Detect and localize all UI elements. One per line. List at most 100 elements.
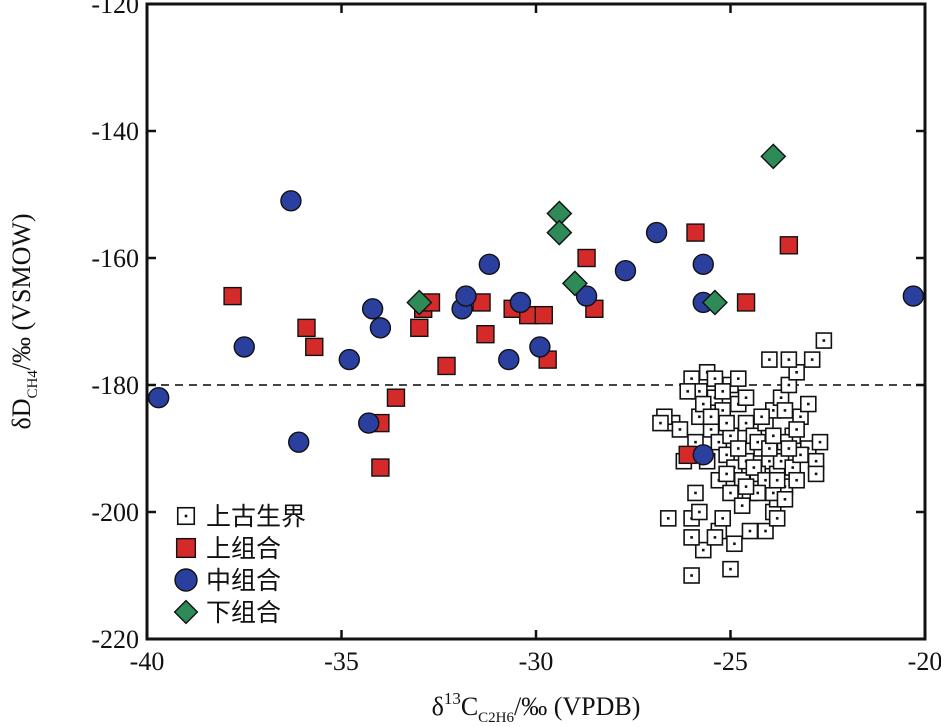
marker-dot <box>694 491 697 495</box>
paleozoic-point <box>652 414 669 432</box>
legend-label: 中组合 <box>206 566 281 595</box>
middle-assemblage-point <box>575 285 598 307</box>
paleozoic-point <box>687 484 704 502</box>
marker-dot <box>698 510 701 514</box>
marker-dot <box>775 517 779 520</box>
paleozoic-point <box>694 541 712 559</box>
y-tick-label: -160 <box>91 244 139 273</box>
middle-assemblage-point <box>645 221 668 244</box>
middle-assemblage-point <box>455 285 477 307</box>
marker-dot <box>787 447 791 450</box>
marker-dot <box>666 517 670 520</box>
marker-dot <box>725 472 728 476</box>
paleozoic-point <box>659 510 677 527</box>
legend-label: 下组合 <box>206 598 281 627</box>
plot-frame <box>145 2 927 641</box>
x-tick-label: -20 <box>908 647 941 676</box>
paleozoic-point <box>803 351 821 368</box>
marker-dot <box>690 574 693 577</box>
paleozoic-point <box>737 478 755 495</box>
upper-assemblage-point <box>386 388 406 407</box>
paleozoic-point <box>714 383 732 400</box>
marker-dot <box>787 358 791 361</box>
paleozoic-point <box>679 383 697 400</box>
marker-dot <box>810 358 814 361</box>
marker-dot <box>744 485 748 488</box>
upper-assemblage-point <box>577 248 596 268</box>
legend-item-middle: 中组合 <box>174 566 281 595</box>
marker-dot <box>659 421 662 425</box>
y-axis-label-delta: δD <box>7 399 36 430</box>
x-tick-label: -30 <box>519 647 554 676</box>
marker-dot <box>756 491 760 495</box>
paleozoic-point <box>737 389 755 407</box>
tick-labels: -40 -35 -30 -25 -20 -220 -200 -180 -160 -140 -120 <box>91 0 941 676</box>
marker-dot <box>740 504 744 507</box>
paleozoic-point <box>745 459 763 476</box>
marker-dot <box>768 447 771 450</box>
y-tick-label: -140 <box>91 117 139 146</box>
x-tick-label: -35 <box>324 647 359 676</box>
paleozoic-point <box>799 395 817 413</box>
x-axis-label-subscript: C2H6 <box>478 710 514 726</box>
x-axis-label-carbon: C <box>461 692 478 721</box>
upper-assemblage-point <box>476 325 495 344</box>
marker-dot <box>698 415 701 419</box>
paleozoic-point <box>780 440 798 457</box>
y-axis-label-subscript: CH4 <box>25 370 41 399</box>
marker-dot <box>768 459 771 463</box>
lower-assemblage-point <box>406 289 433 316</box>
marker-dot <box>779 396 783 399</box>
y-tick-label: -120 <box>91 0 139 19</box>
marker-dot <box>799 453 802 457</box>
marker-dot <box>736 447 740 450</box>
legend-marker <box>176 506 196 526</box>
upper-assemblage-point <box>223 286 242 306</box>
paleozoic-point <box>761 351 778 368</box>
middle-assemblage-point <box>692 253 714 276</box>
middle-assemblage-point <box>509 291 532 314</box>
paleozoic-point <box>733 497 751 514</box>
upper-assemblage-point <box>534 305 553 325</box>
middle-assemblage-point <box>361 298 384 320</box>
marker-dot <box>709 415 713 419</box>
middle-assemblage-point <box>338 348 360 371</box>
y-tick-label: -200 <box>91 498 139 527</box>
middle-assemblage-point <box>529 336 551 358</box>
x-axis-label-isotope: 13 <box>444 689 461 708</box>
marker-dot <box>698 390 701 393</box>
x-tick-label: -40 <box>130 647 165 676</box>
marker-dot <box>721 390 725 393</box>
marker-dot <box>694 440 697 444</box>
paleozoic-point <box>714 510 732 527</box>
marker-dot <box>713 536 717 539</box>
legend-label: 上古生界 <box>206 502 306 531</box>
middle-assemblage-point <box>280 190 302 212</box>
marker-dot <box>690 377 693 380</box>
middle-assemblage-point <box>902 285 925 307</box>
y-axis-label-unit: /‰ (VSMOW) <box>7 213 36 370</box>
marker-dot <box>717 440 721 444</box>
legend-marker <box>175 537 197 559</box>
legend-label: 上组合 <box>206 534 281 563</box>
paleozoic-point <box>671 421 689 438</box>
marker-dot <box>733 542 736 546</box>
marker-dot <box>721 517 725 520</box>
paleozoic-point <box>807 465 825 483</box>
paleozoic-point <box>764 427 782 445</box>
middle-assemblage-point <box>358 412 380 434</box>
marker-dot <box>678 428 682 431</box>
paleozoic-point <box>815 332 833 349</box>
paleozoic-point <box>768 510 786 527</box>
x-tick-label: -25 <box>713 647 748 676</box>
x-axis-label-unit: /‰ (VPDB) <box>514 692 640 721</box>
paleozoic-point <box>788 421 805 438</box>
paleozoic-point <box>702 408 720 426</box>
upper-assemblage-point <box>297 318 316 338</box>
legend-item-upper: 上组合 <box>175 534 281 563</box>
marker-dot <box>791 466 795 469</box>
marker-dot <box>779 459 783 463</box>
marker-dot <box>799 415 802 419</box>
paleozoic-point <box>706 529 724 546</box>
